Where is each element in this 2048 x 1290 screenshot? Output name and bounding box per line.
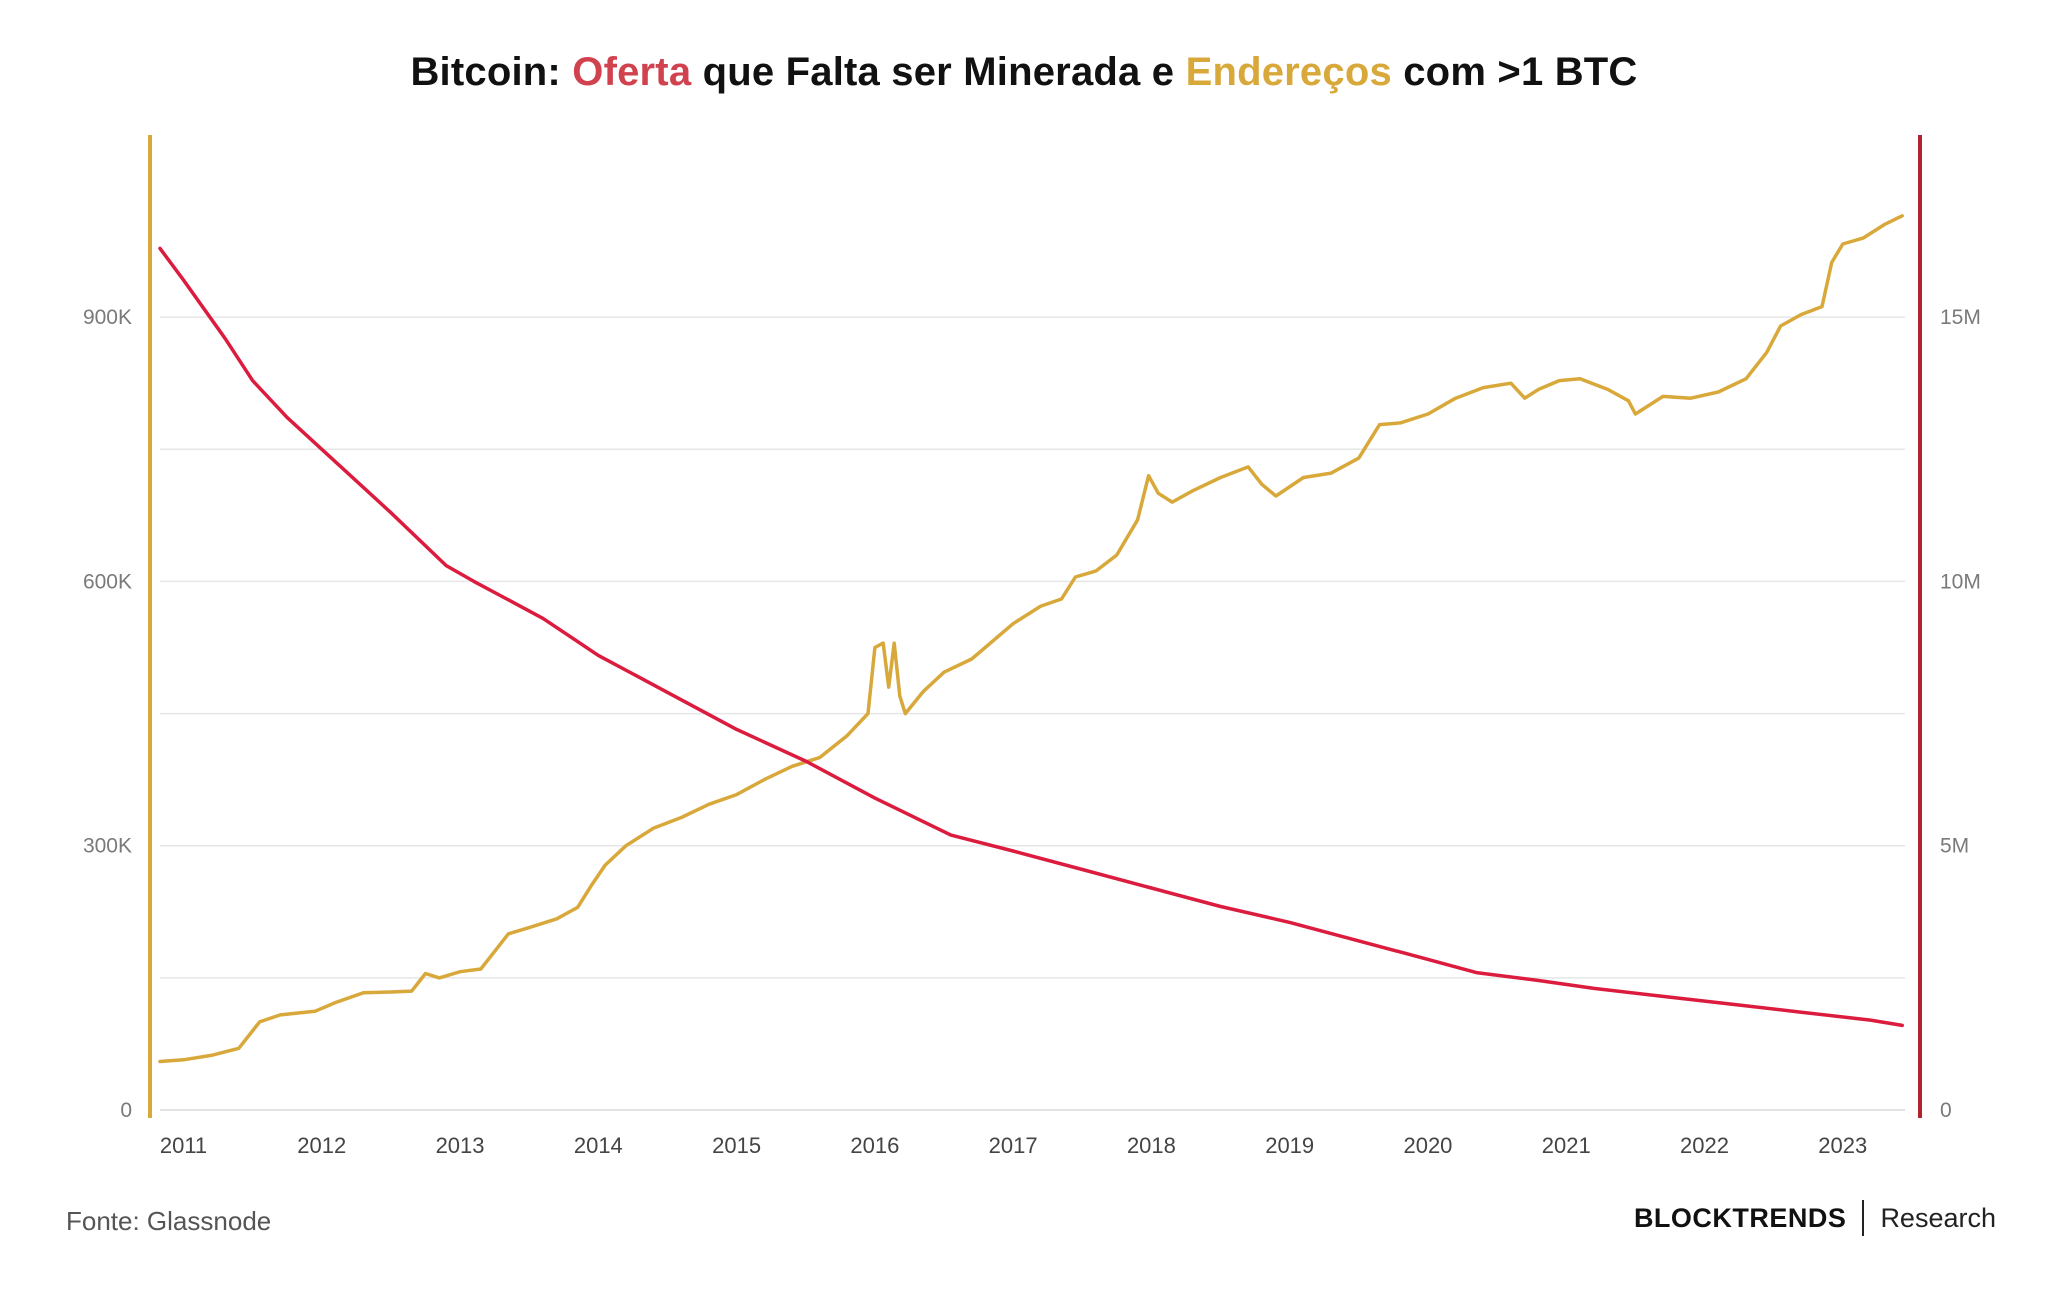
x-tick-label: 2019 — [1265, 1133, 1314, 1158]
x-tick-label: 2023 — [1818, 1133, 1867, 1158]
y-left-tick-label: 600K — [83, 570, 132, 593]
y-right-tick-label: 15M — [1940, 306, 1981, 329]
title-red-word: Oferta — [572, 50, 692, 94]
y-right-tick-label: 10M — [1940, 570, 1981, 593]
source-note: Fonte: Glassnode — [66, 1206, 272, 1236]
addresses-over-1btc-line — [158, 214, 1904, 1064]
brand-name: BLOCKTRENDS — [1633, 1202, 1847, 1233]
y-right-tick-label: 5M — [1940, 835, 1969, 858]
x-tick-label: 2016 — [850, 1133, 899, 1158]
x-tick-label: 2013 — [436, 1133, 485, 1158]
y-left-tick-label: 900K — [83, 306, 132, 329]
x-tick-label: 2015 — [712, 1133, 761, 1158]
x-tick-label: 2017 — [989, 1133, 1038, 1158]
title-suffix: com >1 BTC — [1403, 50, 1638, 94]
y-right-tick-label: 0 — [1940, 1099, 1952, 1122]
x-tick-label: 2018 — [1127, 1133, 1176, 1158]
brand-divider — [1862, 1200, 1865, 1236]
chart-title: Bitcoin: Oferta que Falta ser Minerada e… — [0, 50, 2048, 95]
x-tick-label: 2011 — [160, 1133, 207, 1158]
y-left-tick-label: 0 — [120, 1099, 132, 1122]
x-tick-label: 2022 — [1680, 1133, 1729, 1158]
brand-logo: BLOCKTRENDS Research — [1634, 1200, 1996, 1236]
x-tick-label: 2014 — [574, 1133, 623, 1158]
x-tick-label: 2020 — [1403, 1133, 1452, 1158]
y-left-tick-label: 300K — [83, 835, 132, 858]
title-gold-word: Endereços — [1185, 50, 1392, 94]
x-tick-label: 2012 — [297, 1133, 346, 1158]
title-prefix: Bitcoin: — [410, 50, 561, 94]
brand-sub: Research — [1880, 1202, 1996, 1233]
x-tick-label: 2021 — [1542, 1133, 1591, 1158]
supply-remaining-line — [158, 246, 1904, 1028]
title-middle: que Falta ser Minerada e — [702, 50, 1175, 94]
